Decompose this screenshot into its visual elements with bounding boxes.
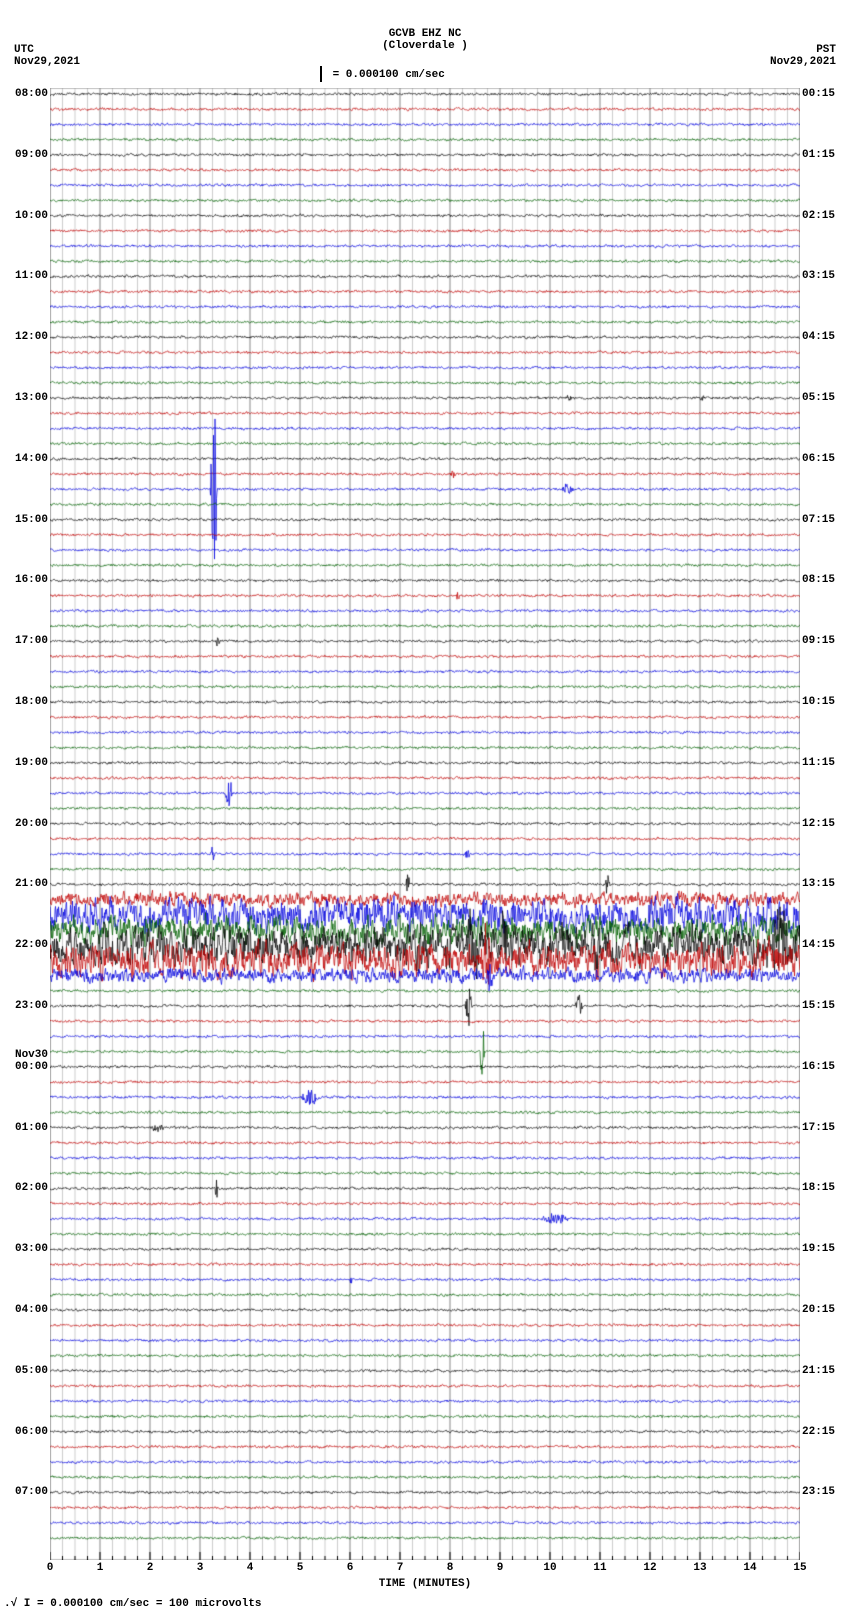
x-tick-label: 2 [147, 1562, 154, 1574]
right-time-axis: 00:15 01:15 02:15 03:15 04:15 05:15 06:15 07:15… [802, 88, 846, 1560]
right-time-label: 18:15 [802, 1182, 835, 1194]
left-date: Nov29,2021 [14, 56, 80, 68]
right-time-label: 03:15 [802, 270, 835, 282]
right-time-label: 19:15 [802, 1243, 835, 1255]
right-time-label: 11:15 [802, 757, 835, 769]
left-time-label: 20:00 [15, 818, 48, 830]
header-right: PST Nov29,2021 [770, 44, 836, 68]
right-time-label: 06:15 [802, 453, 835, 465]
right-time-label: 21:15 [802, 1365, 835, 1377]
right-time-label: 15:15 [802, 1000, 835, 1012]
left-time-label: 17:00 [15, 635, 48, 647]
x-tick-label: 14 [743, 1562, 756, 1574]
right-time-label: 08:15 [802, 574, 835, 586]
x-tick-label: 12 [643, 1562, 656, 1574]
plot-area [50, 88, 800, 1560]
left-time-label: 06:00 [15, 1426, 48, 1438]
right-date: Nov29,2021 [770, 56, 836, 68]
x-tick-label: 7 [397, 1562, 404, 1574]
left-time-label: 21:00 [15, 878, 48, 890]
left-time-label: 14:00 [15, 453, 48, 465]
right-timezone: PST [770, 44, 836, 56]
right-time-label: 10:15 [802, 696, 835, 708]
left-time-label: 05:00 [15, 1365, 48, 1377]
x-tick-label: 11 [593, 1562, 606, 1574]
x-tick-label: 3 [197, 1562, 204, 1574]
header-left: UTC Nov29,2021 [14, 44, 80, 68]
left-time-label: 02:00 [15, 1182, 48, 1194]
left-time-label: 01:00 [15, 1122, 48, 1134]
right-time-label: 22:15 [802, 1426, 835, 1438]
scale-bar-icon [320, 66, 322, 82]
left-time-label: 11:00 [15, 270, 48, 282]
right-time-label: 04:15 [802, 331, 835, 343]
seismogram-container: GCVB EHZ NC (Cloverdale ) UTC Nov29,2021… [0, 0, 850, 1613]
x-tick-label: 6 [347, 1562, 354, 1574]
scale-note: = 0.000100 cm/sec [320, 66, 445, 82]
left-timezone: UTC [14, 44, 80, 56]
left-time-label: 07:00 [15, 1486, 48, 1498]
right-time-label: 02:15 [802, 210, 835, 222]
header: GCVB EHZ NC (Cloverdale ) [0, 0, 850, 52]
left-time-label: 13:00 [15, 392, 48, 404]
right-time-label: 23:15 [802, 1486, 835, 1498]
x-tick-label: 9 [497, 1562, 504, 1574]
x-axis-title: TIME (MINUTES) [379, 1578, 471, 1590]
right-time-label: 12:15 [802, 818, 835, 830]
right-time-label: 14:15 [802, 939, 835, 951]
x-tick-label: 0 [47, 1562, 54, 1574]
left-time-label: 19:00 [15, 757, 48, 769]
left-time-label: 09:00 [15, 149, 48, 161]
x-tick-label: 13 [693, 1562, 706, 1574]
seismogram-canvas [50, 88, 800, 1560]
right-time-label: 09:15 [802, 635, 835, 647]
scale-text: = 0.000100 cm/sec [333, 69, 445, 81]
left-time-axis: 08:00 09:00 10:00 11:00 12:00 13:00 14:00 15:00… [4, 88, 48, 1560]
x-tick-label: 10 [543, 1562, 556, 1574]
x-tick-label: 4 [247, 1562, 254, 1574]
right-time-label: 16:15 [802, 1061, 835, 1073]
left-time-label: 22:00 [15, 939, 48, 951]
left-time-label: 23:00 [15, 1000, 48, 1012]
right-time-label: 05:15 [802, 392, 835, 404]
right-time-label: 20:15 [802, 1304, 835, 1316]
footer-scale-bar-icon: .√ I [4, 1598, 30, 1610]
right-time-label: 07:15 [802, 514, 835, 526]
station-code: GCVB EHZ NC [0, 28, 850, 40]
right-time-label: 01:15 [802, 149, 835, 161]
left-time-label: 03:00 [15, 1243, 48, 1255]
x-tick-label: 15 [793, 1562, 806, 1574]
left-time-label: 08:00 [15, 88, 48, 100]
left-time-label: 10:00 [15, 210, 48, 222]
right-time-label: 00:15 [802, 88, 835, 100]
footer-scale: .√ I = 0.000100 cm/sec = 100 microvolts [4, 1598, 261, 1610]
x-tick-label: 8 [447, 1562, 454, 1574]
left-time-label: 15:00 [15, 514, 48, 526]
left-time-label: 04:00 [15, 1304, 48, 1316]
footer-text: = 0.000100 cm/sec = 100 microvolts [37, 1598, 261, 1610]
right-time-label: 13:15 [802, 878, 835, 890]
left-time-label: 18:00 [15, 696, 48, 708]
left-time-label: 12:00 [15, 331, 48, 343]
x-tick-label: 5 [297, 1562, 304, 1574]
left-time-label: Nov30 [15, 1049, 48, 1061]
right-time-label: 17:15 [802, 1122, 835, 1134]
left-time-label: 00:00 [15, 1061, 48, 1073]
left-time-label: 16:00 [15, 574, 48, 586]
x-tick-label: 1 [97, 1562, 104, 1574]
station-location: (Cloverdale ) [0, 40, 850, 52]
